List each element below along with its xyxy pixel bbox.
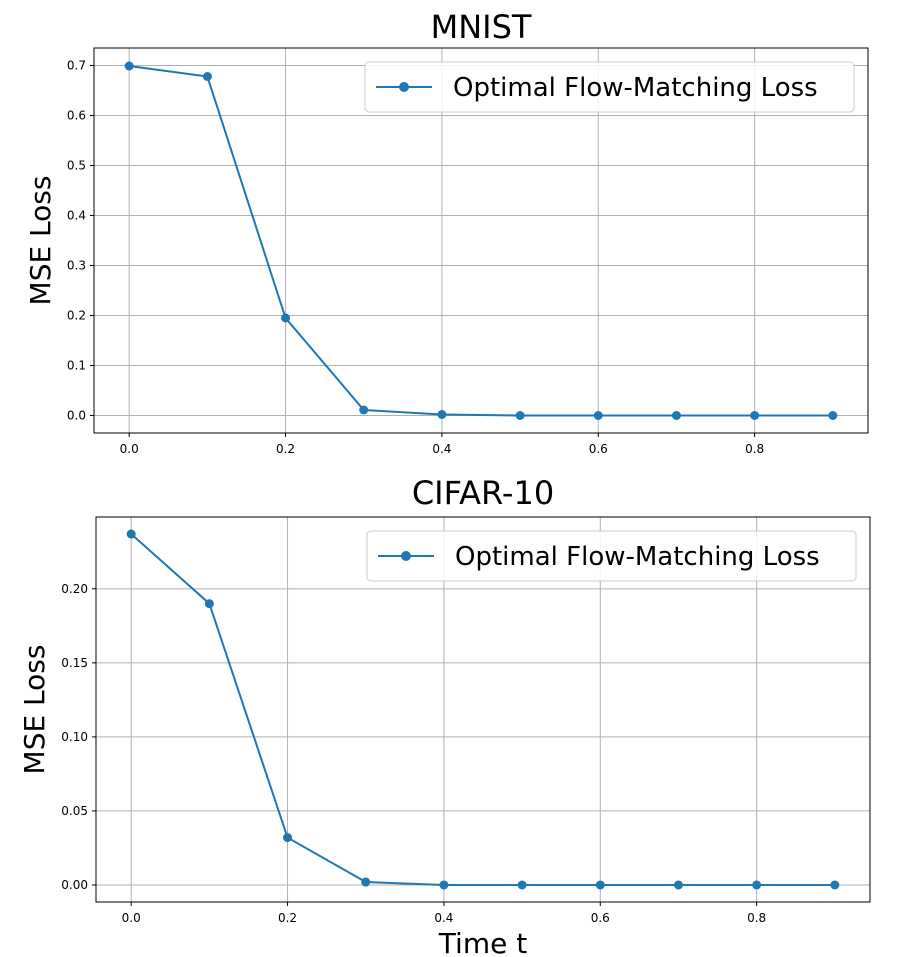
chart-title: CIFAR-10 (412, 474, 554, 512)
data-point (828, 411, 838, 420)
y-tick-label: 0.5 (67, 159, 86, 173)
x-tick-label: 0.4 (432, 442, 451, 456)
legend-label: Optimal Flow-Matching Loss (453, 73, 818, 103)
y-tick-label: 0.3 (67, 259, 86, 273)
y-tick-label: 0.15 (61, 656, 88, 670)
x-tick-label: 0.2 (278, 911, 297, 925)
data-point (515, 411, 525, 420)
data-point (439, 880, 449, 890)
legend-box (366, 530, 857, 582)
chart-2: 0.0 0.2 0.4 0.6 0.8 0.00 0.05 0.10 0.15 0.20 CIFAR… (18, 474, 871, 957)
x-axis-label: Time t (438, 927, 527, 957)
data-point (124, 61, 134, 71)
x-tick-label: 0.6 (591, 911, 610, 925)
data-point (830, 880, 840, 890)
data-point (359, 405, 369, 415)
data-point (752, 880, 762, 890)
x-tick-label: 0.4 (434, 911, 453, 925)
series-line (130, 533, 835, 886)
legend-label: Optimal Flow-Matching Loss (455, 542, 820, 572)
y-tick-label: 0.6 (67, 109, 86, 123)
axes-frame (93, 47, 869, 434)
x-tick-label: 0.0 (120, 442, 139, 456)
data-point (202, 72, 212, 81)
chart-1: 0.0 0.2 0.4 0.6 0.8 0.0 0.1 0.2 0.3 0.4 0.5 0.6 0.7 M… (24, 8, 869, 456)
y-tick-label: 0.05 (61, 804, 88, 818)
data-point (283, 833, 293, 843)
y-tick-label: 0.1 (67, 359, 86, 373)
data-point (595, 880, 605, 890)
axes-frame (95, 516, 871, 903)
x-tick-label: 0.6 (589, 442, 608, 456)
data-point (750, 411, 760, 420)
data-point (361, 877, 371, 887)
data-point (281, 313, 291, 323)
data-point (126, 529, 136, 539)
y-tick-label: 0.0 (67, 409, 86, 423)
y-tick-label: 0.10 (61, 730, 88, 744)
y-tick-label: 0.2 (67, 309, 86, 323)
data-point (671, 411, 681, 420)
ticks (90, 65, 756, 437)
data-point (204, 599, 214, 609)
y-axis-label: MSE Loss (18, 645, 51, 775)
data-point (437, 410, 447, 419)
legend-box (364, 61, 855, 113)
chart-title: MNIST (431, 8, 532, 46)
x-tick-label: 0.2 (276, 442, 295, 456)
y-tick-label: 0.20 (61, 582, 88, 596)
data-point (517, 880, 527, 890)
data-point (593, 411, 603, 420)
x-tick-label: 0.8 (745, 442, 764, 456)
ticks (92, 588, 758, 906)
legend: Optimal Flow-Matching Loss (364, 61, 855, 113)
series-line (129, 65, 833, 417)
x-tick-label: 0.0 (122, 911, 141, 925)
x-tick-label: 0.8 (747, 911, 766, 925)
y-tick-label: 0.4 (67, 209, 86, 223)
y-axis-label: MSE Loss (24, 176, 57, 306)
y-tick-label: 0.7 (67, 59, 86, 73)
y-tick-label: 0.00 (61, 878, 88, 892)
legend-marker (401, 551, 411, 561)
legend-marker (399, 82, 409, 92)
data-point (673, 880, 683, 890)
legend: Optimal Flow-Matching Loss (366, 530, 857, 582)
